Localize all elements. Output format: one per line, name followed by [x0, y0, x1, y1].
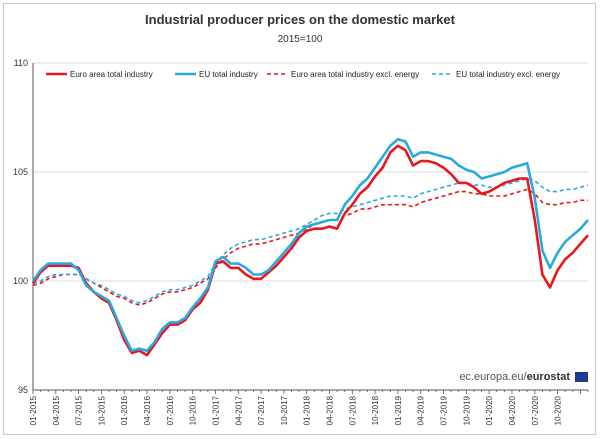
legend-label: EU total industry: [199, 70, 258, 79]
source-prefix: ec.europa.eu/: [459, 371, 527, 383]
source-brand: eurostat: [526, 371, 570, 383]
x-tick-label: 10-2018: [371, 395, 380, 425]
x-tick-label: 10-2016: [189, 395, 198, 425]
chart-subtitle: 2015=100: [277, 34, 323, 45]
y-tick-label: 100: [13, 276, 28, 286]
legend: Euro area total industry EU total industr…: [46, 70, 560, 79]
x-tick-label: 01-2016: [120, 395, 129, 425]
x-tick-label: 10-2015: [97, 395, 106, 425]
x-tick-label: 10-2017: [280, 395, 289, 425]
x-tick-label: 01-2018: [303, 395, 312, 425]
x-tick-label: 04-2017: [234, 395, 243, 425]
x-tick-label: 01-2015: [29, 395, 38, 425]
x-tick-label: 07-2020: [531, 395, 540, 425]
axes: 95 100 105 110 01-2015 04-2015 07-2015 10-2015 0…: [13, 58, 589, 425]
series-lines: [31, 138, 589, 357]
legend-label: Euro area total industry excl. energy: [291, 70, 419, 79]
x-tick-label: 01-2019: [394, 395, 403, 425]
chart-title: Industrial producer prices on the domest…: [145, 12, 455, 27]
x-tick-label: 04-2020: [508, 395, 517, 425]
series-line: [32, 188, 588, 306]
x-tick-label: 04-2018: [326, 395, 335, 425]
x-tick-label: 04-2015: [52, 395, 61, 425]
eu-flag-icon: [575, 372, 588, 382]
series-line: [31, 144, 589, 357]
series-line: [32, 177, 589, 304]
x-tick-label: 04-2016: [143, 395, 152, 425]
x-tick-label: 04-2019: [417, 395, 426, 425]
y-tick-label: 95: [18, 385, 28, 395]
y-tick-label: 110: [14, 58, 28, 68]
source-credit: ec.europa.eu/eurostat: [459, 371, 570, 383]
x-tick-label: 10-2019: [462, 395, 471, 425]
x-tick-label: 01-2020: [485, 395, 494, 425]
series-line: [31, 138, 589, 353]
x-tick-label: 07-2018: [348, 395, 357, 425]
x-tick-label: 01-2017: [211, 395, 220, 425]
chart-frame: [3, 3, 596, 435]
x-tick-label: 07-2019: [440, 395, 449, 425]
legend-label: Euro area total industry: [70, 70, 153, 79]
x-tick-label: 07-2017: [257, 395, 266, 425]
legend-label: EU total industry excl. energy: [456, 70, 560, 79]
x-tick-label: 07-2015: [75, 395, 84, 425]
x-tick-label: 10-2020: [554, 395, 563, 425]
x-tick-label: 07-2016: [166, 395, 175, 425]
y-tick-label: 105: [13, 167, 28, 177]
